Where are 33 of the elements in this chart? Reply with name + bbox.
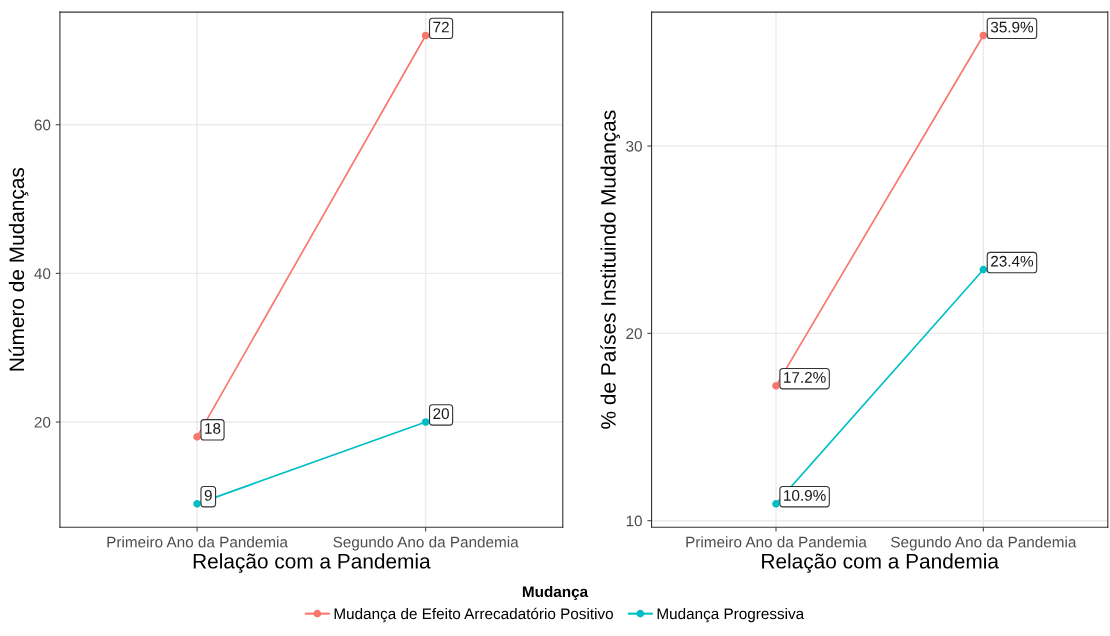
data-label: 23.4% bbox=[991, 255, 1034, 267]
legend-label: Mudança de Efeito Arrecadatório Positivo bbox=[334, 607, 613, 623]
point bbox=[193, 500, 201, 508]
y-tick-label: 40 bbox=[34, 268, 51, 280]
point bbox=[979, 265, 988, 274]
x-axis-title: Relação com a Pandemia bbox=[193, 553, 431, 573]
data-label: 35.9% bbox=[990, 21, 1034, 33]
y-tick-label: 20 bbox=[626, 328, 642, 340]
data-label: 20 bbox=[433, 408, 449, 420]
point bbox=[421, 31, 430, 40]
x-tick-label: Primeiro Ano da Pandemia bbox=[107, 536, 288, 548]
y-axis-title: % de Países Instituindo Mudanças bbox=[600, 110, 620, 429]
data-label: 18 bbox=[205, 423, 221, 434]
legend-label: Mudança Progressiva bbox=[657, 607, 805, 623]
y-tick-label: 20 bbox=[34, 416, 51, 428]
point bbox=[421, 418, 430, 426]
point bbox=[772, 500, 780, 508]
data-label: 10.9% bbox=[784, 489, 826, 501]
data-label: 9 bbox=[204, 489, 212, 501]
point bbox=[193, 433, 201, 441]
y-tick-label: 10 bbox=[626, 515, 642, 527]
x-tick-label: Segundo Ano da Pandemia bbox=[333, 536, 519, 551]
data-label: 17.2% bbox=[784, 371, 826, 383]
point bbox=[979, 31, 988, 40]
y-tick-label: 30 bbox=[626, 140, 642, 152]
y-tick-label: 60 bbox=[34, 119, 51, 131]
legend-title: Mudança bbox=[522, 585, 589, 601]
y-axis-title: Número de Mudanças bbox=[8, 167, 29, 371]
point bbox=[772, 381, 780, 390]
x-tick-label: Segundo Ano da Pandemia bbox=[891, 536, 1077, 551]
x-tick-label: Primeiro Ano da Pandemia bbox=[686, 536, 867, 548]
x-axis-title: Relação com a Pandemia bbox=[762, 553, 999, 573]
data-label: 72 bbox=[433, 21, 449, 33]
